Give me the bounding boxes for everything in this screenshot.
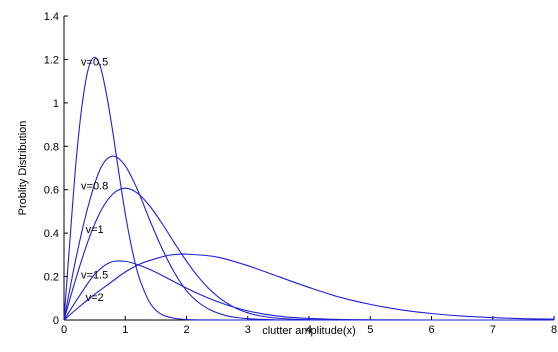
x-tick-label: 4 [306,324,312,336]
series-line-v-2 [63,253,555,321]
x-tick-label: 3 [245,324,251,336]
x-tick-label: 7 [490,324,496,336]
y-tick-label: 1.4 [44,11,59,23]
curve-label: v=2 [86,292,104,304]
series-line-v-0-8 [63,155,555,321]
series-line-v-0-5 [63,56,554,321]
x-tick-label: 0 [61,324,67,336]
y-tick-label: 0.6 [44,185,59,197]
y-tick-label: 0.4 [44,228,59,240]
x-tick-label: 6 [428,324,434,336]
x-tick-label: 8 [551,324,557,336]
y-tick-label: 1 [53,98,59,110]
y-tick-label: 1.2 [44,54,59,66]
axes [63,16,554,321]
series-line-v-1 [63,187,554,321]
curve-label: v=1.5 [81,269,108,281]
x-tick-label: 5 [367,324,373,336]
x-tick-label: 2 [183,324,189,336]
curve-label: v=1 [86,224,104,236]
curves [63,56,555,321]
y-tick-label: 0 [53,315,59,327]
y-tick-label: 0.8 [44,141,59,153]
y-tick-label: 0.2 [44,272,59,284]
curve-label: v=0.8 [81,180,108,192]
x-axis-label: clutter amplitude(x) [262,325,356,337]
x-ticks: 0 1 2 3 4 5 6 7 8 [61,316,557,336]
x-tick-label: 1 [122,324,128,336]
y-ticks: 0 0.2 0.4 0.6 0.8 1 1.2 1.4 [44,11,68,327]
series-line-v-1-5 [63,260,554,321]
curve-label: v=0.5 [81,57,108,69]
curve-labels: v=0.5 v=0.8 v=1 v=1.5 v=2 [81,57,108,305]
y-axis-label: Problity Distribution [17,121,29,216]
